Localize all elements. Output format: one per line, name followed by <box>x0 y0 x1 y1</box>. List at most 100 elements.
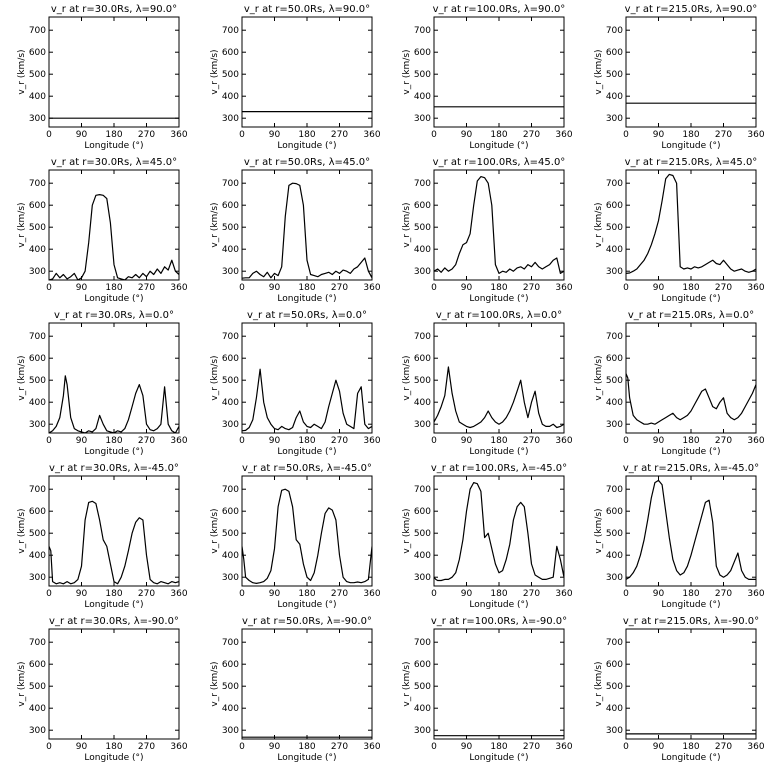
x-tick-label: 180 <box>682 130 699 140</box>
y-tick-label: 400 <box>606 92 623 102</box>
chart-panel: v_r at r=215.0Rs, λ=-90.0° 0 90 180 270 360 30… <box>594 616 765 763</box>
x-tick-label: 360 <box>555 283 572 293</box>
y-tick-label: 600 <box>606 48 623 58</box>
chart-title: v_r at r=100.0Rs, λ=-45.0° <box>431 463 567 474</box>
x-tick-label: 360 <box>363 589 380 599</box>
x-axis-label: Longitude (°) <box>469 753 528 763</box>
y-tick-label: 300 <box>414 114 431 124</box>
y-tick-label: 500 <box>606 376 623 386</box>
x-tick-label: 180 <box>490 130 507 140</box>
y-axis-label: v_r (km/s) <box>594 202 604 247</box>
chart-panel: v_r at r=50.0Rs, λ=-90.0° 0 90 180 270 360 300… <box>210 616 381 763</box>
y-tick-label: 300 <box>222 726 239 736</box>
y-tick-label: 300 <box>414 420 431 430</box>
series-line <box>626 173 756 274</box>
y-axis-label: v_r (km/s) <box>210 661 220 706</box>
y-tick-label: 400 <box>606 245 623 255</box>
x-tick-label: 270 <box>715 742 732 752</box>
y-axis-label: v_r (km/s) <box>402 661 412 706</box>
x-tick-label: 0 <box>46 742 52 752</box>
y-axis-label: v_r (km/s) <box>17 355 27 400</box>
x-tick-label: 0 <box>46 283 52 293</box>
y-axis-label: v_r (km/s) <box>17 202 27 247</box>
x-tick-label: 360 <box>170 436 187 446</box>
x-axis-label: Longitude (°) <box>661 600 720 610</box>
x-tick-label: 180 <box>298 436 315 446</box>
y-tick-label: 400 <box>29 704 46 714</box>
x-axis-label: Longitude (°) <box>661 141 720 151</box>
y-tick-label: 300 <box>29 573 46 583</box>
x-tick-label: 90 <box>653 436 665 446</box>
y-tick-label: 600 <box>222 354 239 364</box>
x-tick-label: 180 <box>490 589 507 599</box>
series-line <box>434 366 564 429</box>
x-tick-label: 180 <box>490 436 507 446</box>
y-tick-label: 600 <box>606 201 623 211</box>
y-tick-label: 300 <box>414 267 431 277</box>
y-tick-label: 700 <box>29 332 46 342</box>
y-tick-label: 300 <box>222 573 239 583</box>
y-tick-label: 700 <box>29 26 46 36</box>
y-tick-label: 700 <box>606 485 623 495</box>
x-tick-label: 270 <box>138 589 155 599</box>
y-tick-label: 700 <box>606 26 623 36</box>
y-tick-label: 500 <box>29 70 46 80</box>
x-tick-label: 180 <box>105 742 122 752</box>
y-axis-label: v_r (km/s) <box>594 355 604 400</box>
x-tick-label: 270 <box>523 589 540 599</box>
y-tick-label: 300 <box>606 573 623 583</box>
chart-panel: v_r at r=215.0Rs, λ=90.0° 0 90 180 270 360 300… <box>594 4 765 151</box>
x-tick-label: 0 <box>623 589 629 599</box>
plot-frame <box>48 16 180 128</box>
x-tick-label: 90 <box>461 436 473 446</box>
y-axis-label: v_r (km/s) <box>402 202 412 247</box>
chart-title: v_r at r=215.0Rs, λ=-90.0° <box>623 616 759 627</box>
y-tick-label: 600 <box>606 354 623 364</box>
chart-title: v_r at r=50.0Rs, λ=90.0° <box>244 4 370 15</box>
y-tick-label: 400 <box>222 551 239 561</box>
plot-frame <box>241 169 373 281</box>
x-tick-label: 90 <box>76 589 88 599</box>
y-tick-label: 500 <box>29 529 46 539</box>
x-tick-label: 0 <box>431 589 437 599</box>
plot-frame <box>433 322 565 434</box>
y-tick-label: 500 <box>222 376 239 386</box>
plot-frame <box>625 628 757 740</box>
plot-frame <box>433 169 565 281</box>
x-tick-label: 90 <box>269 742 281 752</box>
x-tick-label: 0 <box>239 283 245 293</box>
y-tick-label: 700 <box>606 179 623 189</box>
y-tick-label: 500 <box>414 70 431 80</box>
x-axis-label: Longitude (°) <box>84 753 143 763</box>
y-tick-label: 500 <box>414 376 431 386</box>
x-tick-label: 360 <box>747 130 764 140</box>
y-tick-label: 300 <box>29 114 46 124</box>
chart-title: v_r at r=50.0Rs, λ=45.0° <box>244 157 370 168</box>
y-axis-label: v_r (km/s) <box>402 355 412 400</box>
x-axis-label: Longitude (°) <box>277 753 336 763</box>
y-axis-label: v_r (km/s) <box>210 49 220 94</box>
series-line <box>49 500 179 585</box>
y-tick-label: 700 <box>222 26 239 36</box>
x-axis-label: Longitude (°) <box>277 447 336 457</box>
y-tick-label: 400 <box>29 551 46 561</box>
x-tick-label: 0 <box>623 436 629 446</box>
y-axis-label: v_r (km/s) <box>210 508 220 553</box>
x-tick-label: 180 <box>682 283 699 293</box>
x-tick-label: 90 <box>269 283 281 293</box>
y-tick-label: 600 <box>29 354 46 364</box>
plot-frame <box>241 628 373 740</box>
series-line <box>49 375 179 433</box>
y-tick-label: 500 <box>222 529 239 539</box>
y-tick-label: 300 <box>29 726 46 736</box>
y-tick-label: 300 <box>606 726 623 736</box>
x-tick-label: 270 <box>138 436 155 446</box>
y-tick-label: 600 <box>414 354 431 364</box>
series-line <box>49 194 179 280</box>
y-tick-label: 400 <box>414 245 431 255</box>
y-tick-label: 700 <box>222 638 239 648</box>
x-tick-label: 90 <box>269 436 281 446</box>
y-tick-label: 300 <box>222 267 239 277</box>
y-axis-label: v_r (km/s) <box>210 355 220 400</box>
x-tick-label: 0 <box>623 283 629 293</box>
